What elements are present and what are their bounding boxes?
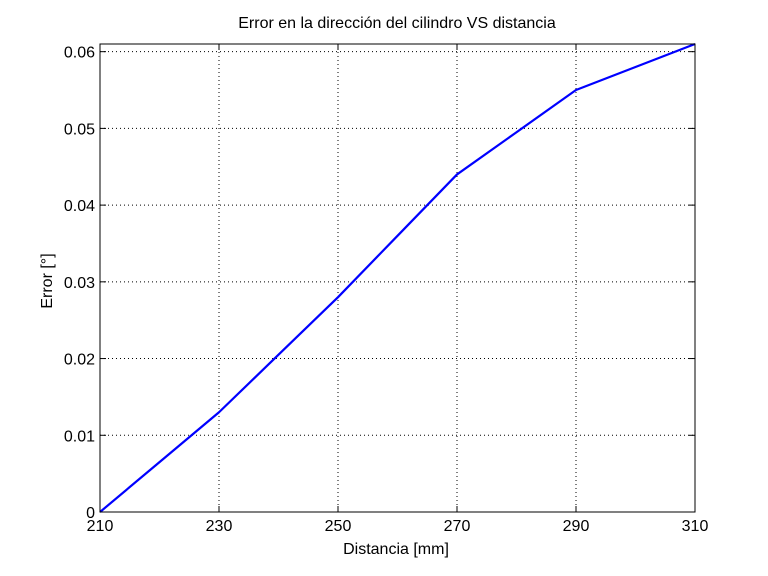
- x-tick-label: 210: [87, 518, 114, 535]
- series-layer: [99, 42, 696, 513]
- plot-frame: [99, 43, 696, 513]
- y-tick-label: 0.01: [64, 428, 95, 445]
- y-tick-label: 0.04: [64, 198, 95, 215]
- y-axis-label: Error [°]: [39, 253, 56, 308]
- y-tick-label: 0.05: [64, 121, 95, 138]
- chart-title: Error en la dirección del cilindro VS di…: [238, 15, 556, 32]
- y-tick-label: 0.06: [64, 45, 95, 62]
- x-axis-label: Distancia [mm]: [343, 541, 449, 558]
- y-tick-label: 0.03: [64, 275, 95, 292]
- x-tick-label: 290: [563, 518, 590, 535]
- x-tick-label: 230: [206, 518, 233, 535]
- x-tick-label: 270: [444, 518, 471, 535]
- grid: [100, 44, 695, 512]
- y-tick-label: 0: [86, 505, 95, 522]
- ticks: 210 230 250 270 290 310 0 0.01 0.02 0.03 0.04 0.05 0…: [64, 44, 709, 535]
- x-tick-label: 310: [682, 518, 709, 535]
- x-tick-label: 250: [325, 518, 352, 535]
- y-tick-label: 0.02: [64, 352, 95, 369]
- series-line: [99, 42, 696, 513]
